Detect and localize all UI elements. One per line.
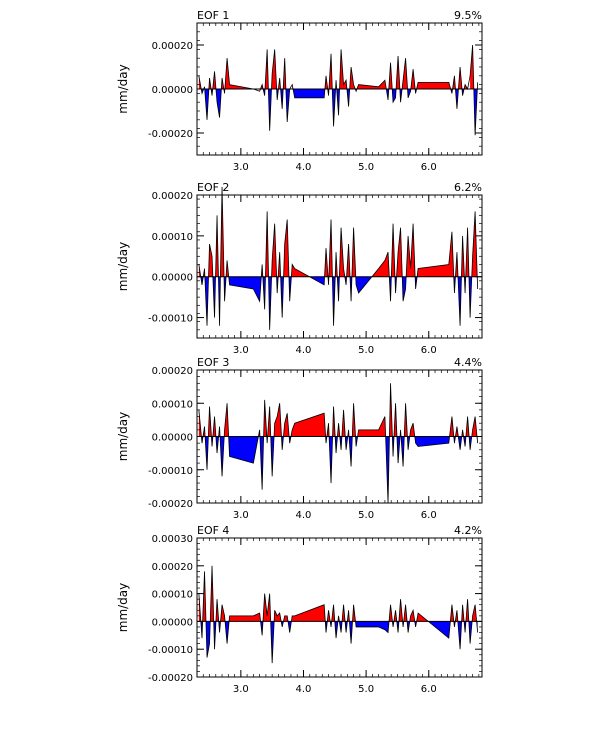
positive-fill-10: [224, 403, 229, 437]
y-tick-label: -0.00020: [148, 499, 193, 510]
y-tick-label: 0.00010: [152, 399, 193, 410]
negative-fill-7: [215, 89, 222, 118]
negative-fill-11: [228, 436, 259, 464]
x-tick-label: 3.0: [233, 162, 249, 173]
panel-title-right: 9.5%: [454, 9, 482, 22]
eof-panel-2: -0.00010 0.00000 0.00010 0.00020 3.0 4.0 5.0 6.…: [116, 181, 483, 356]
series-line: [198, 44, 479, 136]
negative-fill-11: [228, 276, 262, 302]
panel-title-left: EOF 4: [197, 524, 229, 537]
y-tick-label: 0.00020: [152, 191, 193, 202]
y-tick-label: 0.00000: [152, 85, 193, 96]
x-tick-label: 4.0: [296, 345, 312, 356]
eof-panel-1: -0.00020 0.00000 0.00020 3.0 4.0 5.0 6.0 EOF 1 9…: [116, 9, 483, 173]
positive-fill-10: [224, 58, 254, 89]
x-tick-label: 4.0: [296, 162, 312, 173]
y-axis-label: mm/day: [116, 242, 130, 292]
negative-fill-9: [220, 436, 225, 477]
panel-title-left: EOF 3: [197, 356, 229, 369]
positive-fill-18: [291, 604, 326, 622]
positive-fill-30: [341, 409, 346, 437]
x-tick-label: 6.0: [421, 162, 437, 173]
positive-fill-16: [271, 49, 277, 89]
panel-title-left: EOF 2: [197, 181, 229, 194]
positive-fill-22: [291, 264, 310, 277]
y-tick-label: 0.00030: [152, 534, 193, 545]
positive-fill-42: [406, 223, 416, 277]
y-axis-label: mm/day: [116, 64, 130, 114]
negative-fill-51: [458, 436, 462, 450]
negative-fill-41: [407, 89, 411, 98]
y-tick-label: 0.00010: [152, 232, 193, 243]
negative-fill-9: [225, 621, 230, 644]
y-tick-label: 0.00010: [152, 590, 193, 601]
positive-fill-22: [290, 413, 326, 437]
positive-fill-34: [351, 227, 356, 277]
positive-fill-16: [271, 223, 277, 277]
y-tick-label: 0.00020: [152, 562, 193, 573]
negative-fill-35: [355, 276, 372, 294]
positive-fill-48: [449, 416, 454, 437]
positive-fill-4: [210, 565, 214, 622]
panel-title-right: 4.2%: [454, 524, 482, 537]
plot-frame: [196, 537, 483, 678]
positive-fill-38: [391, 223, 395, 277]
positive-fill-36: [357, 416, 386, 437]
positive-fill-44: [416, 82, 451, 89]
plot-frame: [196, 194, 483, 339]
positive-fill-44: [417, 231, 454, 277]
positive-fill-8: [220, 186, 225, 277]
x-tick-label: 5.0: [358, 345, 374, 356]
positive-fill-10: [229, 613, 261, 622]
x-tick-label: 5.0: [358, 684, 374, 695]
y-tick-label: -0.00010: [148, 645, 193, 656]
y-tick-label: -0.00020: [148, 673, 193, 684]
x-tick-label: 5.0: [358, 162, 374, 173]
panel-title-left: EOF 1: [197, 9, 229, 22]
positive-fill-38: [396, 56, 400, 89]
negative-fill-17: [288, 621, 292, 633]
y-tick-label: -0.00020: [148, 129, 193, 140]
y-axis-label: mm/day: [116, 583, 130, 633]
positive-fill-18: [274, 403, 282, 437]
y-tick-label: 0.00020: [152, 41, 193, 52]
series-line: [198, 383, 479, 504]
y-tick-label: 0.00000: [152, 617, 193, 628]
negative-fill-3: [204, 89, 209, 120]
panel-title-right: 4.4%: [454, 356, 482, 369]
x-tick-label: 3.0: [233, 684, 249, 695]
positive-fill-20: [283, 413, 290, 437]
positive-fill-40: [402, 58, 408, 89]
x-tick-label: 4.0: [296, 510, 312, 521]
positive-fill-48: [458, 67, 462, 89]
positive-fill-52: [471, 211, 478, 277]
x-tick-label: 5.0: [358, 510, 374, 521]
x-tick-label: 4.0: [296, 684, 312, 695]
y-tick-label: 0.00000: [152, 433, 193, 444]
positive-fill-36: [388, 62, 393, 89]
positive-fill-36: [371, 252, 390, 277]
x-tick-label: 3.0: [233, 510, 249, 521]
positive-fill-42: [410, 69, 416, 89]
eof-panel-4: -0.00020 -0.00010 0.00000 0.00010 0.00020 0.0…: [116, 524, 483, 695]
series-line: [198, 565, 479, 664]
series-line: [198, 186, 479, 330]
x-tick-label: 3.0: [233, 345, 249, 356]
negative-fill-23: [293, 89, 325, 98]
y-tick-label: -0.00010: [148, 314, 193, 325]
y-tick-label: -0.00010: [148, 466, 193, 477]
panel-title-right: 6.2%: [454, 181, 482, 194]
positive-fill-12: [262, 593, 271, 622]
y-tick-label: 0.00020: [152, 366, 193, 377]
positive-fill-56: [471, 416, 477, 437]
y-axis-label: mm/day: [116, 412, 130, 462]
x-tick-label: 6.0: [421, 684, 437, 695]
x-tick-label: 6.0: [421, 510, 437, 521]
eof-panel-3: -0.00020 -0.00010 0.00000 0.00010 0.00020 3.0…: [116, 356, 483, 521]
y-tick-label: 0.00000: [152, 273, 193, 284]
x-tick-label: 6.0: [421, 345, 437, 356]
positive-fill-36: [398, 599, 403, 622]
